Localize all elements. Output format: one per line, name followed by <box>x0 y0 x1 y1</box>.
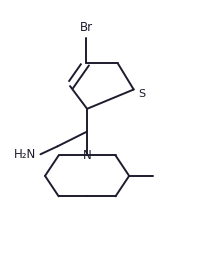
Text: H₂N: H₂N <box>13 148 36 161</box>
Text: Br: Br <box>79 21 92 34</box>
Text: N: N <box>83 149 91 162</box>
Text: S: S <box>138 89 145 99</box>
